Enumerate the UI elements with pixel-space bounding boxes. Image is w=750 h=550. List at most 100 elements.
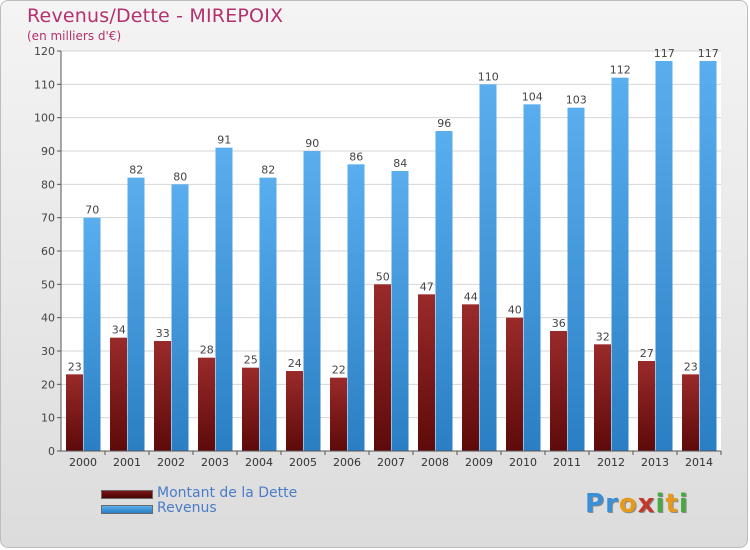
bar-revenus: [523, 104, 541, 451]
x-tick-label: 2001: [113, 456, 141, 469]
bar-dette: [66, 374, 83, 451]
data-label-dette: 28: [200, 344, 214, 357]
x-tick-label: 2000: [69, 456, 97, 469]
bar-revenus: [567, 107, 585, 452]
y-tick-label: 110: [34, 78, 55, 91]
brand-letter: i: [655, 489, 666, 519]
bar-revenus: [611, 77, 629, 452]
data-label-dette: 50: [376, 270, 390, 283]
chart-title: Revenus/Dette - MIREPOIX: [27, 5, 284, 27]
data-label-dette: 33: [156, 327, 170, 340]
chart-subtitle: (en milliers d'€): [27, 29, 122, 43]
x-tick-label: 2004: [245, 456, 273, 469]
x-tick-label: 2014: [685, 456, 713, 469]
bar-dette: [418, 294, 435, 451]
bar-dette: [198, 357, 215, 451]
data-label-dette: 23: [684, 360, 698, 373]
legend-swatch-dette: [101, 490, 153, 499]
data-label-revenus: 117: [698, 47, 719, 60]
x-tick-label: 2010: [509, 456, 537, 469]
bar-dette: [154, 341, 171, 451]
bar-dette: [462, 304, 479, 451]
data-label-dette: 27: [640, 347, 654, 360]
x-tick-label: 2003: [201, 456, 229, 469]
x-tick-label: 2013: [641, 456, 669, 469]
bar-revenus: [479, 84, 497, 451]
data-label-revenus: 91: [217, 134, 231, 147]
y-tick-label: 20: [41, 378, 55, 391]
legend-label-revenus: Revenus: [157, 500, 217, 516]
brand-letter: t: [665, 489, 679, 519]
brand-letter: r: [605, 489, 619, 519]
data-label-dette: 40: [508, 304, 522, 317]
bar-dette: [594, 344, 611, 451]
data-label-revenus: 112: [610, 64, 631, 77]
x-tick-label: 2006: [333, 456, 361, 469]
y-tick-label: 120: [34, 45, 55, 58]
data-label-dette: 47: [420, 280, 434, 293]
data-label-revenus: 80: [173, 170, 187, 183]
data-label-dette: 23: [68, 360, 82, 373]
y-tick-label: 90: [41, 145, 55, 158]
y-tick-label: 30: [41, 345, 55, 358]
x-tick-label: 2005: [289, 456, 317, 469]
brand-letter: P: [585, 489, 606, 519]
y-tick-label: 0: [48, 445, 55, 458]
data-label-revenus: 82: [129, 164, 143, 177]
data-label-revenus: 110: [478, 70, 499, 83]
x-tick-label: 2008: [421, 456, 449, 469]
data-label-dette: 32: [596, 330, 610, 343]
data-label-dette: 34: [112, 324, 126, 337]
bar-revenus: [303, 151, 321, 451]
x-tick-label: 2012: [597, 456, 625, 469]
bar-dette: [550, 331, 567, 451]
data-label-revenus: 96: [437, 117, 451, 130]
data-label-revenus: 104: [522, 90, 543, 103]
bar-dette: [682, 374, 699, 451]
y-tick-label: 60: [41, 245, 55, 258]
y-tick-label: 70: [41, 212, 55, 225]
data-label-dette: 22: [332, 364, 346, 377]
bar-revenus: [259, 177, 277, 451]
data-label-revenus: 90: [305, 137, 319, 150]
x-tick-label: 2007: [377, 456, 405, 469]
data-label-revenus: 70: [85, 204, 99, 217]
bar-revenus: [699, 61, 717, 451]
y-tick-label: 10: [41, 412, 55, 425]
bar-revenus: [83, 217, 101, 451]
bar-revenus: [127, 177, 145, 451]
bar-dette: [110, 337, 127, 451]
data-label-revenus: 103: [566, 94, 587, 107]
y-tick-label: 100: [34, 112, 55, 125]
y-tick-label: 50: [41, 278, 55, 291]
data-label-dette: 24: [288, 357, 302, 370]
bar-dette: [506, 317, 523, 451]
bar-revenus: [435, 131, 453, 451]
bar-revenus: [391, 171, 409, 451]
brand-letter: x: [637, 489, 656, 519]
data-label-dette: 44: [464, 290, 478, 303]
bar-dette: [330, 377, 347, 451]
y-tick-label: 40: [41, 312, 55, 325]
brand-letter: i: [678, 489, 689, 519]
legend-swatch-revenus: [101, 505, 153, 514]
data-label-revenus: 117: [654, 47, 675, 60]
data-label-dette: 25: [244, 354, 258, 367]
bar-revenus: [347, 164, 365, 452]
data-label-revenus: 86: [349, 150, 363, 163]
x-tick-label: 2009: [465, 456, 493, 469]
bar-dette: [242, 367, 259, 451]
bar-dette: [374, 284, 391, 451]
data-label-dette: 36: [552, 317, 566, 330]
bar-revenus: [655, 61, 673, 451]
bar-dette: [638, 361, 655, 451]
brand-letter: o: [618, 489, 638, 519]
data-label-revenus: 84: [393, 157, 407, 170]
legend-label-dette: Montant de la Dette: [157, 485, 298, 501]
bar-revenus: [215, 147, 233, 451]
y-tick-label: 80: [41, 178, 55, 191]
data-label-revenus: 82: [261, 164, 275, 177]
x-tick-label: 2011: [553, 456, 581, 469]
